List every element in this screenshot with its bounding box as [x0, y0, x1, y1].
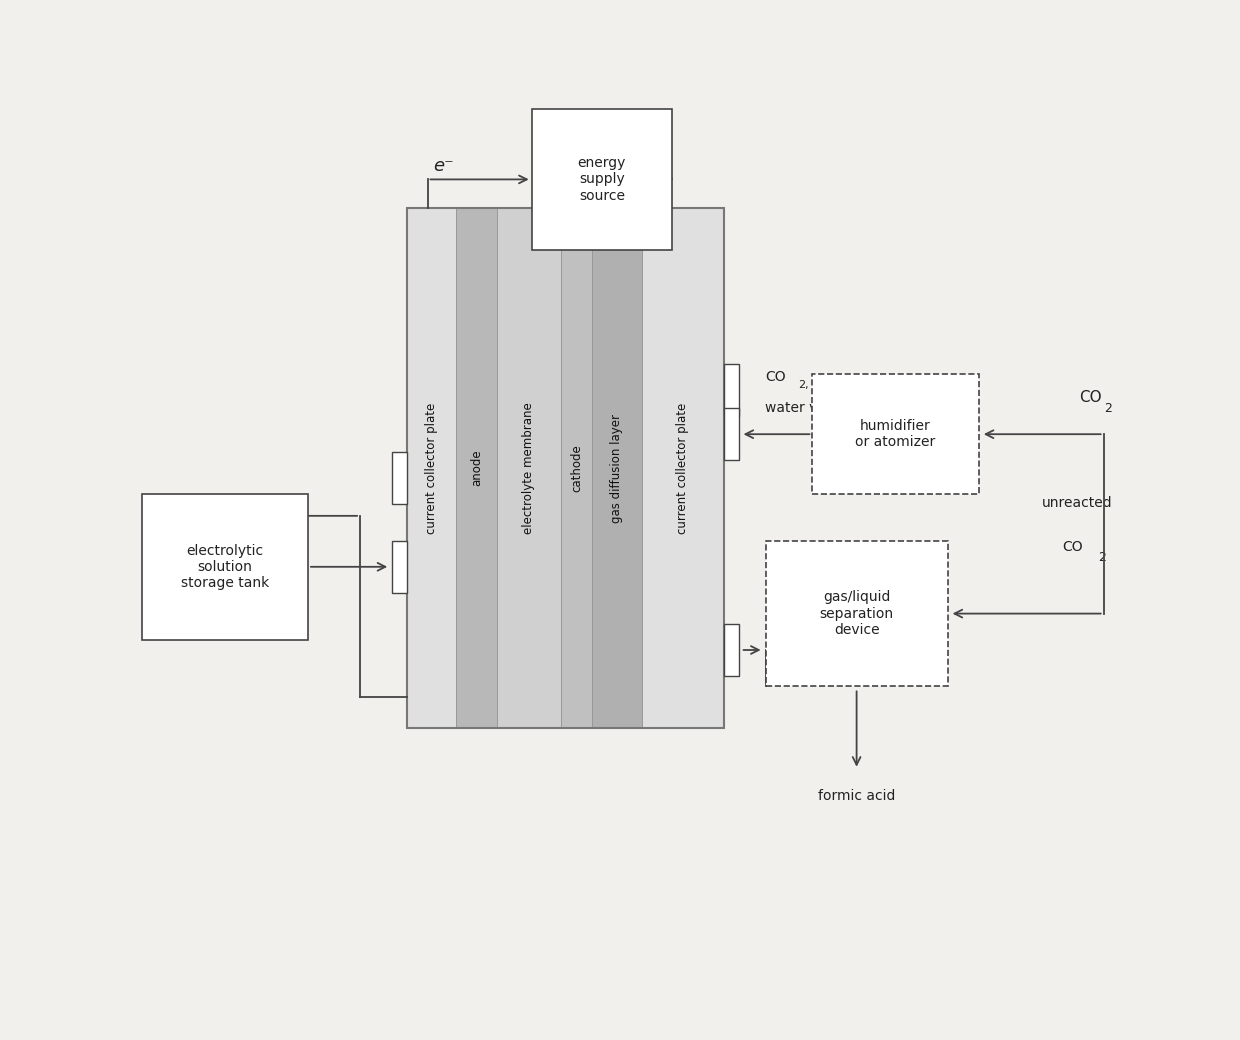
Text: current collector plate: current collector plate [676, 402, 689, 534]
Text: e⁻: e⁻ [587, 147, 608, 165]
Text: formic acid: formic acid [818, 788, 895, 803]
Bar [392, 452, 407, 504]
Bar [456, 208, 497, 728]
Text: 2: 2 [1099, 551, 1106, 564]
Bar [497, 208, 560, 728]
Text: anode: anode [470, 449, 484, 487]
Text: gas/liquid
separation
device: gas/liquid separation device [820, 591, 894, 636]
Text: water vapor: water vapor [765, 401, 849, 415]
Bar [407, 208, 456, 728]
Text: CO: CO [1079, 390, 1101, 406]
Text: energy
supply
source: energy supply source [578, 156, 626, 203]
Bar [532, 109, 672, 250]
Text: electrolyte membrane: electrolyte membrane [522, 402, 536, 534]
Text: humidifier
or atomizer: humidifier or atomizer [856, 419, 936, 449]
Bar [641, 208, 724, 728]
Bar [560, 208, 593, 728]
Text: unreacted: unreacted [1043, 496, 1114, 510]
Bar [812, 374, 978, 494]
Text: gas diffusion layer: gas diffusion layer [610, 414, 624, 522]
Text: electrolytic
solution
storage tank: electrolytic solution storage tank [181, 544, 269, 590]
Text: cathode: cathode [570, 444, 583, 492]
Bar [724, 364, 739, 416]
Bar [593, 208, 641, 728]
Text: 2,: 2, [799, 381, 808, 390]
Text: 2: 2 [1104, 401, 1112, 415]
Bar [765, 541, 947, 686]
Bar [392, 541, 407, 593]
Bar [141, 494, 308, 640]
Text: current collector plate: current collector plate [425, 402, 438, 534]
Bar [724, 624, 739, 676]
Text: CO: CO [1063, 540, 1083, 553]
Text: e⁻: e⁻ [433, 157, 454, 176]
Bar [724, 409, 739, 461]
Text: CO: CO [765, 370, 786, 384]
Bar [407, 208, 724, 728]
